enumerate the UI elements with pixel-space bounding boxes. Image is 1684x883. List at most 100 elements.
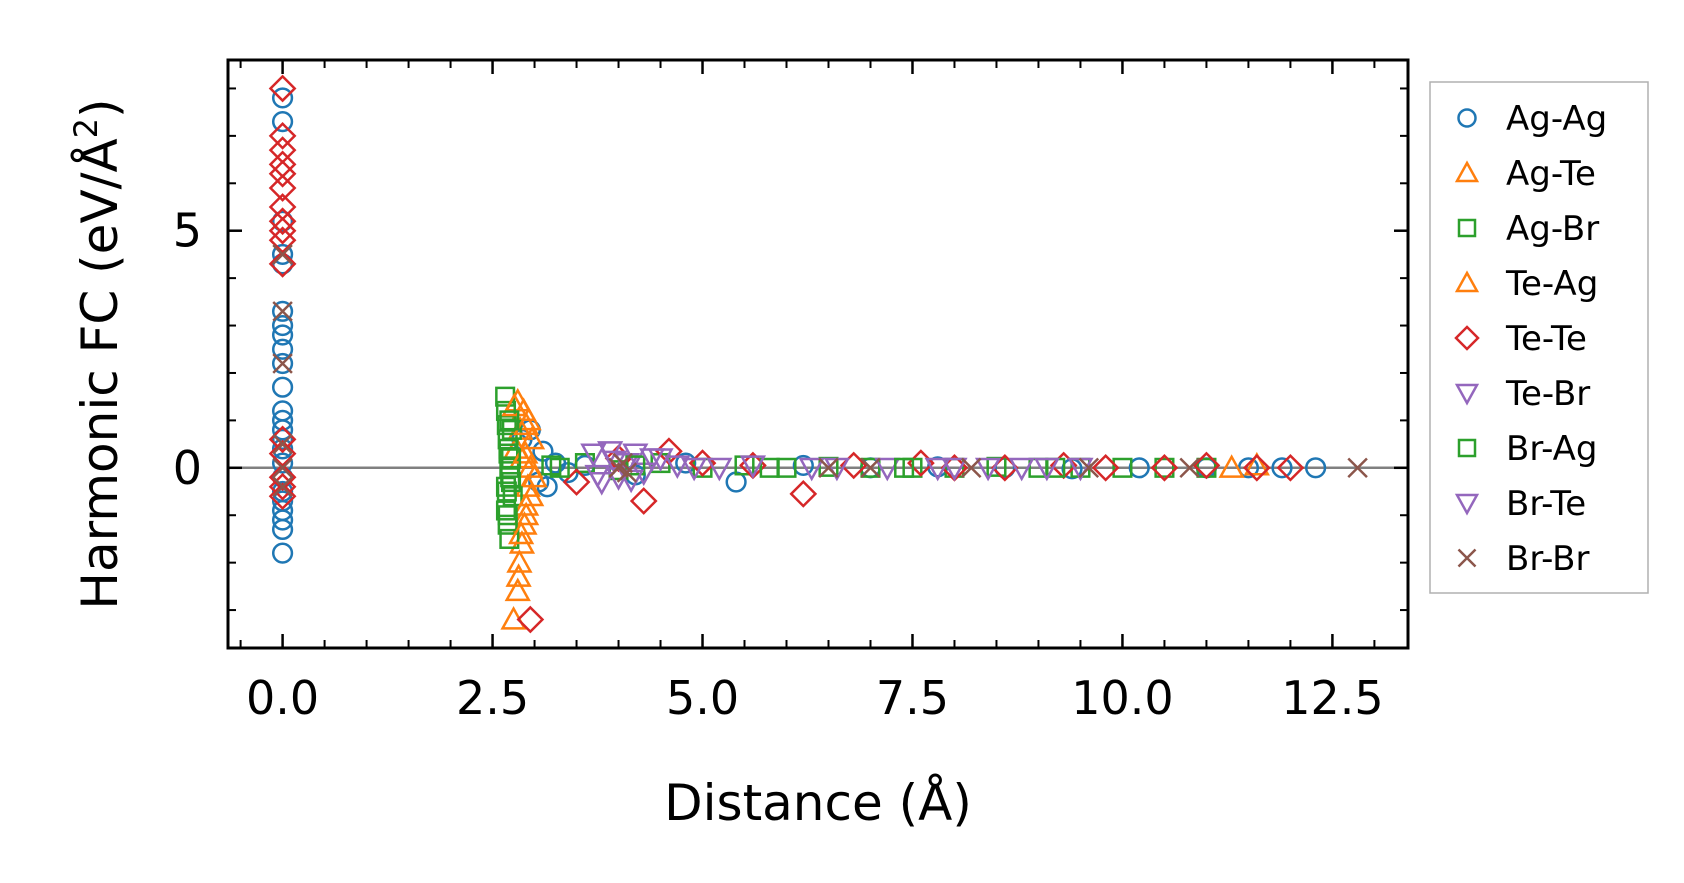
data-point: [1347, 457, 1368, 479]
y-tick-label: 0: [173, 441, 202, 495]
data-point: [706, 457, 733, 482]
data-point: [268, 216, 297, 245]
x-tick-label: 10.0: [1071, 671, 1173, 725]
data-point: [268, 174, 297, 202]
series-ag-te: [500, 387, 1270, 630]
data-point: [271, 438, 294, 460]
data-point: [271, 452, 294, 474]
y-axis-label-close: ): [71, 98, 129, 118]
legend-marker: [1457, 548, 1477, 568]
legend-marker: [1457, 218, 1477, 238]
data-point: [507, 520, 535, 545]
data-point: [497, 505, 518, 526]
data-point: [272, 244, 293, 265]
data-point: [584, 464, 611, 489]
data-point: [974, 457, 1002, 482]
y-axis-label-main: Harmonic FC (eV/Å: [71, 138, 129, 609]
legend-frame: [1429, 81, 1649, 594]
data-point: [518, 425, 546, 450]
data-point: [268, 150, 297, 179]
data-point: [271, 499, 294, 522]
legend-label: Te-Ag: [1505, 264, 1598, 304]
x-tick-label: 2.5: [456, 671, 529, 725]
data-point: [268, 122, 297, 150]
legend-label: Ag-Te: [1506, 154, 1596, 194]
legend-label: Te-Te: [1505, 319, 1587, 359]
legend-label: Ag-Br: [1506, 209, 1599, 249]
legend-marker: [1454, 270, 1480, 293]
legend-item: Ag-Ag: [1457, 99, 1607, 139]
data-point: [1305, 457, 1327, 479]
data-point: [504, 577, 531, 602]
data-point: [562, 468, 591, 496]
data-point: [1271, 457, 1293, 479]
data-point: [500, 605, 527, 630]
y-axis-label-superscript: 2: [67, 118, 105, 138]
data-point: [739, 455, 767, 480]
data-point: [495, 476, 517, 497]
data-point: [789, 480, 818, 508]
legend-label: Br-Te: [1506, 484, 1586, 524]
data-point: [798, 457, 825, 482]
data-point: [268, 463, 297, 492]
data-point: [272, 301, 293, 322]
data-point: [1150, 453, 1179, 482]
data-point: [272, 476, 293, 498]
data-point: [675, 452, 697, 474]
x-tick-label: 12.5: [1281, 671, 1383, 725]
data-point: [1243, 451, 1270, 476]
plot-frame: [226, 58, 1410, 650]
data-point: [268, 472, 297, 501]
data-point: [680, 457, 708, 482]
data-point: [268, 207, 297, 236]
data-point: [271, 243, 294, 266]
data-point: [268, 482, 297, 511]
data-point: [759, 457, 780, 478]
data-point: [271, 111, 294, 133]
data-point: [271, 324, 294, 346]
x-tick-label: 5.0: [666, 671, 739, 725]
legend-marker: [1454, 325, 1480, 351]
series-br-ag: [495, 410, 1066, 526]
data-point: [1112, 457, 1133, 478]
data-point: [616, 462, 638, 483]
data-point: [860, 457, 881, 479]
data-point: [518, 482, 545, 507]
data-marks: [268, 74, 1368, 634]
data-point: [272, 433, 293, 455]
data-point: [495, 500, 517, 521]
series-te-ag: [501, 392, 545, 587]
data-point: [629, 487, 658, 515]
legend: Ag-Ag Ag-Te Ag-Br Te-Ag Te-Te Te-Br Br-Ag Br-Te…: [1429, 81, 1649, 594]
data-point: [499, 528, 520, 549]
y-axis-label: Harmonic FC (eV/Å2): [67, 98, 129, 609]
legend-label: Te-Br: [1505, 374, 1590, 414]
data-point: [1078, 457, 1100, 479]
data-point: [1276, 453, 1305, 482]
data-point: [496, 415, 517, 436]
data-point: [521, 463, 548, 488]
data-point: [271, 210, 294, 232]
data-point: [513, 501, 540, 526]
data-point: [272, 353, 293, 374]
legend-item: Te-Ag: [1454, 264, 1598, 304]
series-te-te: [268, 74, 1305, 634]
y-tick-label: 5: [173, 204, 202, 258]
data-point: [961, 457, 982, 479]
data-point: [513, 411, 540, 436]
data-point: [271, 300, 294, 322]
data-point: [725, 471, 747, 493]
data-point: [1242, 453, 1271, 482]
data-point: [941, 457, 968, 482]
data-point: [1008, 457, 1035, 482]
data-point: [271, 376, 294, 398]
data-point: [505, 563, 532, 587]
data-point: [1128, 457, 1150, 479]
legend-marker: [1454, 493, 1480, 516]
data-point: [1179, 457, 1200, 479]
data-point: [271, 409, 294, 431]
x-tick-label: 7.5: [876, 671, 949, 725]
data-point: [549, 457, 570, 478]
legend-item: Te-Br: [1454, 374, 1590, 414]
